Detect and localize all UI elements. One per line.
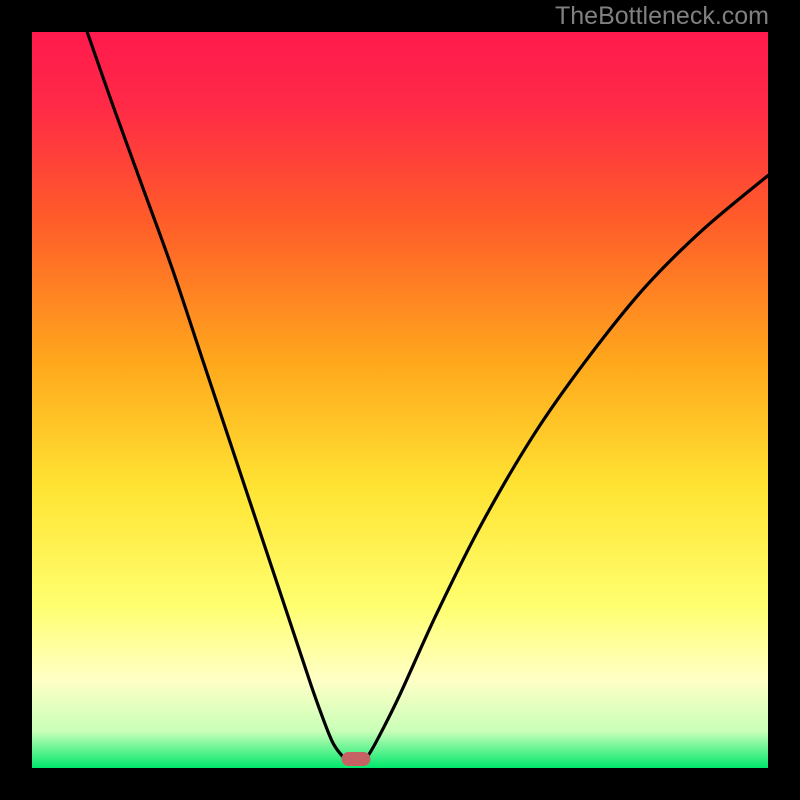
watermark-text: TheBottleneck.com bbox=[555, 2, 769, 31]
bottleneck-curve bbox=[32, 32, 768, 768]
curve-path bbox=[87, 32, 768, 760]
optimum-marker bbox=[341, 752, 370, 766]
plot-area bbox=[32, 32, 768, 768]
